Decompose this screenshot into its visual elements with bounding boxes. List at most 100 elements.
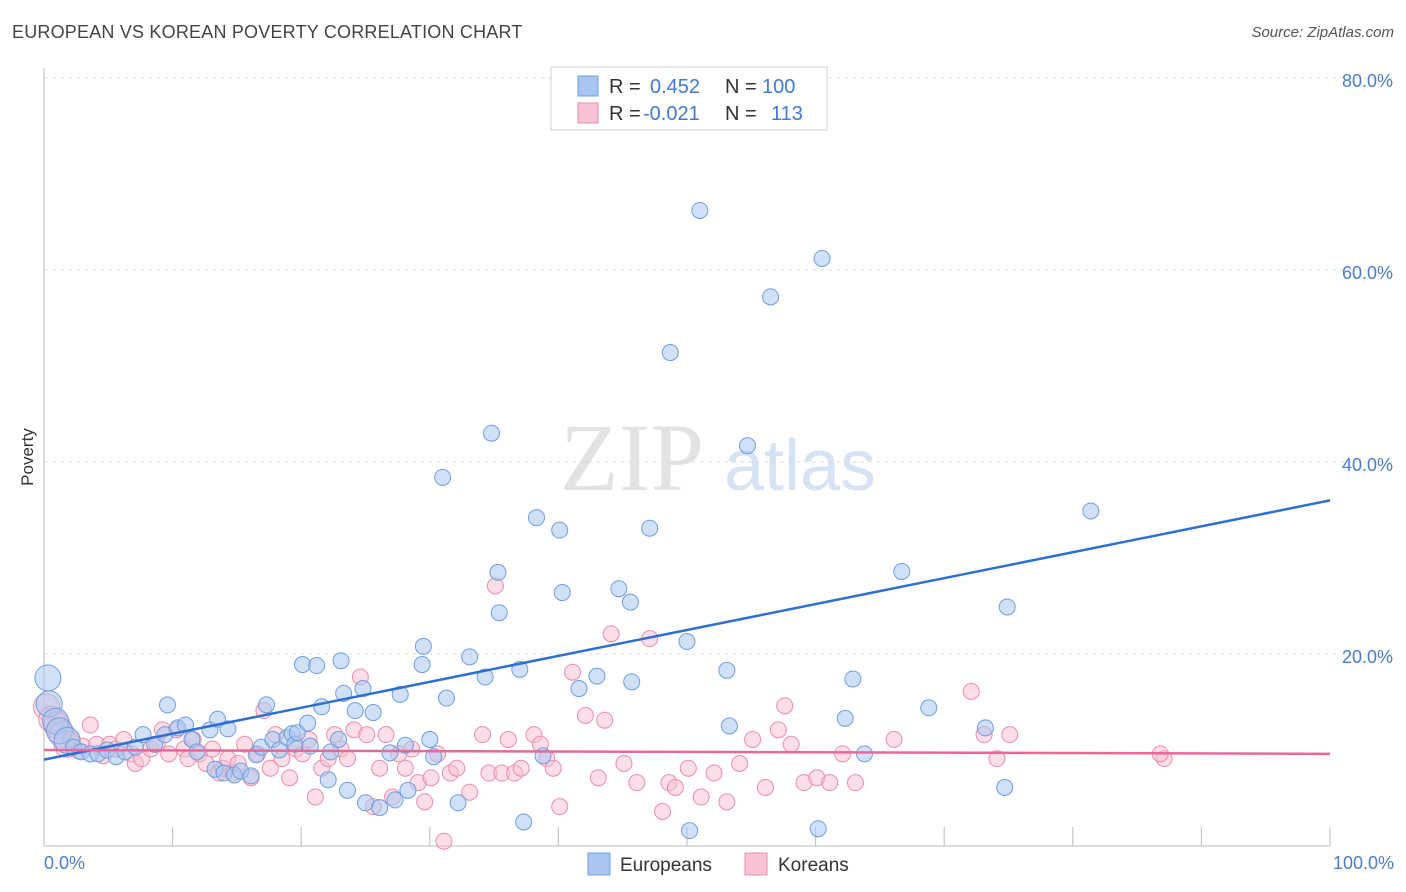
koreans-point <box>576 706 594 724</box>
koreans-point <box>358 726 376 744</box>
koreans-point <box>81 716 99 734</box>
europeans-point <box>299 714 317 732</box>
europeans-point <box>809 820 827 838</box>
y-tick-labels: 20.0% 40.0% 60.0% 80.0% <box>1342 71 1393 667</box>
koreans-series-label: Koreans <box>778 855 849 876</box>
koreans-point <box>615 754 633 772</box>
europeans-point <box>346 702 364 720</box>
koreans-points <box>33 577 1173 850</box>
europeans-point <box>489 563 507 581</box>
europeans-point <box>425 748 443 766</box>
koreans-trend-line <box>43 748 1331 756</box>
europeans-r-label: R = <box>609 76 641 98</box>
koreans-r-label: R = <box>609 103 641 125</box>
y-axis-label: Poverty <box>18 428 37 486</box>
europeans-point <box>313 698 331 716</box>
europeans-point <box>691 201 709 219</box>
koreans-n-value: 113 <box>771 103 803 125</box>
trend-lines <box>43 499 1331 761</box>
x-tick-label-max: 100.0% <box>1333 853 1394 873</box>
koreans-point <box>160 745 178 763</box>
europeans-point <box>242 767 260 785</box>
koreans-r-value: -0.021 <box>643 103 700 125</box>
koreans-point <box>512 759 530 777</box>
koreans-point <box>551 798 569 816</box>
europeans-legend-swatch <box>577 75 599 97</box>
europeans-point <box>553 584 571 602</box>
europeans-trend-line <box>43 499 1331 761</box>
europeans-point <box>476 668 494 686</box>
europeans-point <box>551 521 569 539</box>
watermark-zip: ZIP <box>560 404 704 511</box>
europeans-point <box>399 781 417 799</box>
europeans-point <box>844 670 862 688</box>
koreans-point <box>705 764 723 782</box>
koreans-point <box>834 745 852 763</box>
europeans-point <box>661 344 679 362</box>
koreans-point <box>756 778 774 796</box>
koreans-point <box>782 735 800 753</box>
europeans-point <box>610 580 628 598</box>
europeans-point <box>893 562 911 580</box>
europeans-point <box>421 730 439 748</box>
koreans-point <box>564 663 582 681</box>
koreans-point <box>306 788 324 806</box>
koreans-point <box>544 759 562 777</box>
koreans-point <box>885 730 903 748</box>
koreans-point <box>776 697 794 715</box>
europeans-point <box>681 822 699 840</box>
europeans-point <box>413 656 431 674</box>
europeans-point <box>570 680 588 698</box>
koreans-point <box>596 711 614 729</box>
series-legend: Europeans Koreans <box>587 852 849 876</box>
europeans-n-label: N = <box>725 76 757 98</box>
koreans-point <box>589 769 607 787</box>
europeans-point <box>219 720 237 738</box>
europeans-point <box>293 656 311 674</box>
europeans-point <box>515 813 533 831</box>
europeans-point <box>438 689 456 707</box>
europeans-point <box>738 437 756 455</box>
y-tick-label-80: 80.0% <box>1342 71 1393 91</box>
europeans-point <box>391 685 409 703</box>
koreans-point <box>377 726 395 744</box>
europeans-point <box>998 598 1016 616</box>
europeans-point <box>371 799 389 817</box>
europeans-point <box>434 468 452 486</box>
chart-source: Source: ZipAtlas.com <box>1251 24 1394 41</box>
koreans-point <box>371 759 389 777</box>
europeans-point <box>976 719 994 737</box>
europeans-point <box>449 794 467 812</box>
europeans-points <box>34 201 1100 840</box>
europeans-n-value: 100 <box>762 76 795 98</box>
europeans-r-value: 0.452 <box>650 76 700 98</box>
europeans-point <box>528 509 546 527</box>
europeans-series-swatch <box>587 852 611 876</box>
europeans-point <box>720 717 738 735</box>
koreans-point <box>821 774 839 792</box>
koreans-point <box>679 759 697 777</box>
koreans-point <box>744 730 762 748</box>
europeans-point <box>588 667 606 685</box>
europeans-point <box>855 745 873 763</box>
y-tick-label-40: 40.0% <box>1342 455 1393 475</box>
europeans-point <box>534 747 552 765</box>
koreans-point <box>261 759 279 777</box>
europeans-point <box>357 794 374 812</box>
y-tick-label-60: 60.0% <box>1342 263 1393 283</box>
koreans-point <box>628 774 646 792</box>
koreans-point <box>416 793 434 811</box>
europeans-point <box>623 673 641 691</box>
europeans-point <box>836 709 854 727</box>
europeans-point <box>762 288 780 306</box>
koreans-point <box>769 721 787 739</box>
europeans-point <box>718 661 736 679</box>
europeans-point <box>813 249 831 267</box>
koreans-point <box>846 774 864 792</box>
koreans-point <box>602 625 620 643</box>
koreans-point <box>1001 726 1019 744</box>
koreans-point <box>962 682 980 700</box>
europeans-point <box>364 704 382 722</box>
europeans-point <box>329 730 347 748</box>
